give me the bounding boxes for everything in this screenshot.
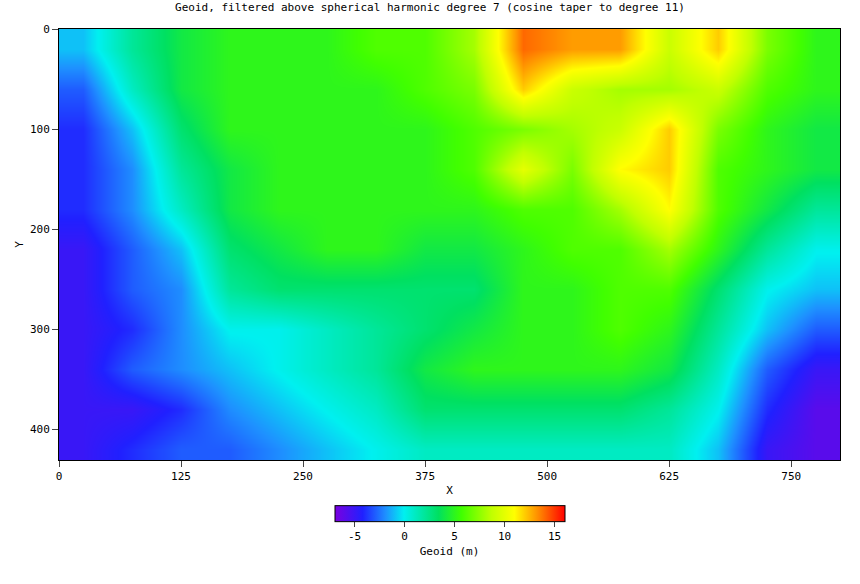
- svg-text:0: 0: [56, 470, 63, 483]
- svg-text:625: 625: [659, 470, 679, 483]
- svg-text:250: 250: [293, 470, 313, 483]
- svg-text:Geoid, filtered above spherica: Geoid, filtered above spherical harmonic…: [175, 1, 685, 14]
- svg-text:10: 10: [498, 530, 511, 543]
- svg-text:100: 100: [30, 123, 50, 136]
- svg-text:Y: Y: [13, 241, 26, 248]
- svg-text:500: 500: [537, 470, 557, 483]
- svg-text:200: 200: [30, 223, 50, 236]
- svg-text:750: 750: [781, 470, 801, 483]
- svg-text:300: 300: [30, 323, 50, 336]
- svg-text:X: X: [446, 484, 453, 497]
- svg-text:5: 5: [451, 530, 458, 543]
- svg-text:375: 375: [415, 470, 435, 483]
- svg-text:15: 15: [548, 530, 561, 543]
- svg-text:0: 0: [401, 530, 408, 543]
- svg-text:0: 0: [43, 23, 50, 36]
- svg-text:125: 125: [171, 470, 191, 483]
- svg-text:-5: -5: [348, 530, 361, 543]
- svg-text:Geoid (m): Geoid (m): [420, 545, 480, 558]
- svg-text:400: 400: [30, 423, 50, 436]
